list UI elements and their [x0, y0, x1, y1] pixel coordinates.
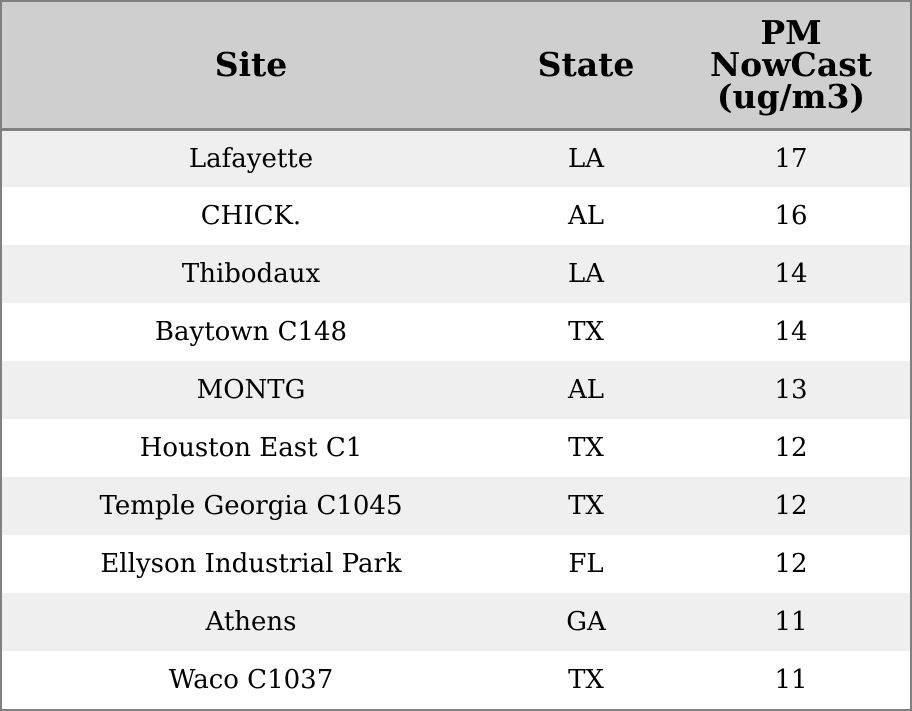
table-row: CHICK. AL 16	[2, 187, 910, 245]
cell-site: MONTG	[196, 375, 306, 405]
cell-state: AL	[567, 375, 605, 405]
header-state-label: State	[537, 44, 635, 84]
cell-site: Baytown C148	[154, 317, 348, 347]
cell-state: LA	[567, 259, 605, 289]
cell-pm-nowcast: 11	[774, 665, 808, 695]
table-row: Baytown C148 TX 14	[2, 303, 910, 361]
cell-pm-nowcast: 12	[774, 433, 808, 463]
header-pm-nowcast: PM NowCast (ug/m3)	[672, 2, 910, 131]
cell-state: GA	[566, 607, 606, 637]
cell-pm-nowcast: 12	[774, 491, 808, 521]
cell-site: Temple Georgia C1045	[99, 491, 403, 521]
cell-pm-nowcast: 11	[774, 607, 808, 637]
table-row: MONTG AL 13	[2, 361, 910, 419]
cell-site: Thibodaux	[181, 259, 321, 289]
cell-state: TX	[568, 491, 604, 521]
cell-pm-nowcast: 17	[774, 143, 808, 174]
cell-state: FL	[568, 549, 604, 579]
cell-site: Waco C1037	[168, 665, 334, 695]
header-state: State	[500, 2, 672, 131]
table-header: Site State PM NowCast (ug/m3)	[2, 2, 910, 131]
cell-state: TX	[568, 433, 604, 463]
table-body: Lafayette LA 17 CHICK. AL 16 Thibodaux LA 14 Bayt…	[2, 129, 910, 709]
cell-site: Houston East C1	[139, 433, 363, 463]
cell-site: CHICK.	[200, 201, 302, 231]
cell-state: TX	[568, 665, 604, 695]
cell-state: LA	[567, 143, 605, 174]
cell-site: Lafayette	[188, 143, 314, 174]
cell-pm-nowcast: 14	[774, 317, 808, 347]
header-pm-line-1: PM	[760, 12, 822, 52]
cell-state: AL	[567, 201, 605, 231]
cell-site: Ellyson Industrial Park	[100, 549, 402, 579]
table-row: Temple Georgia C1045 TX 12	[2, 477, 910, 535]
header-row: Site State PM NowCast (ug/m3)	[2, 2, 910, 131]
header-pm-line-3: (ug/m3)	[716, 76, 866, 116]
table-row: Houston East C1 TX 12	[2, 419, 910, 477]
table-row: Waco C1037 TX 11	[2, 651, 910, 709]
header-pm-line-2: NowCast	[709, 44, 873, 84]
table-row: Lafayette LA 17	[2, 129, 910, 187]
table-row: Athens GA 11	[2, 593, 910, 651]
header-site: Site	[2, 2, 500, 131]
table-row: Thibodaux LA 14	[2, 245, 910, 303]
cell-state: TX	[568, 317, 604, 347]
cell-pm-nowcast: 14	[774, 259, 808, 289]
header-site-label: Site	[214, 44, 288, 84]
cell-pm-nowcast: 13	[774, 375, 808, 405]
cell-pm-nowcast: 12	[774, 549, 808, 579]
cell-site: Athens	[205, 607, 297, 637]
cell-pm-nowcast: 16	[774, 201, 808, 231]
table-row: Ellyson Industrial Park FL 12	[2, 535, 910, 593]
